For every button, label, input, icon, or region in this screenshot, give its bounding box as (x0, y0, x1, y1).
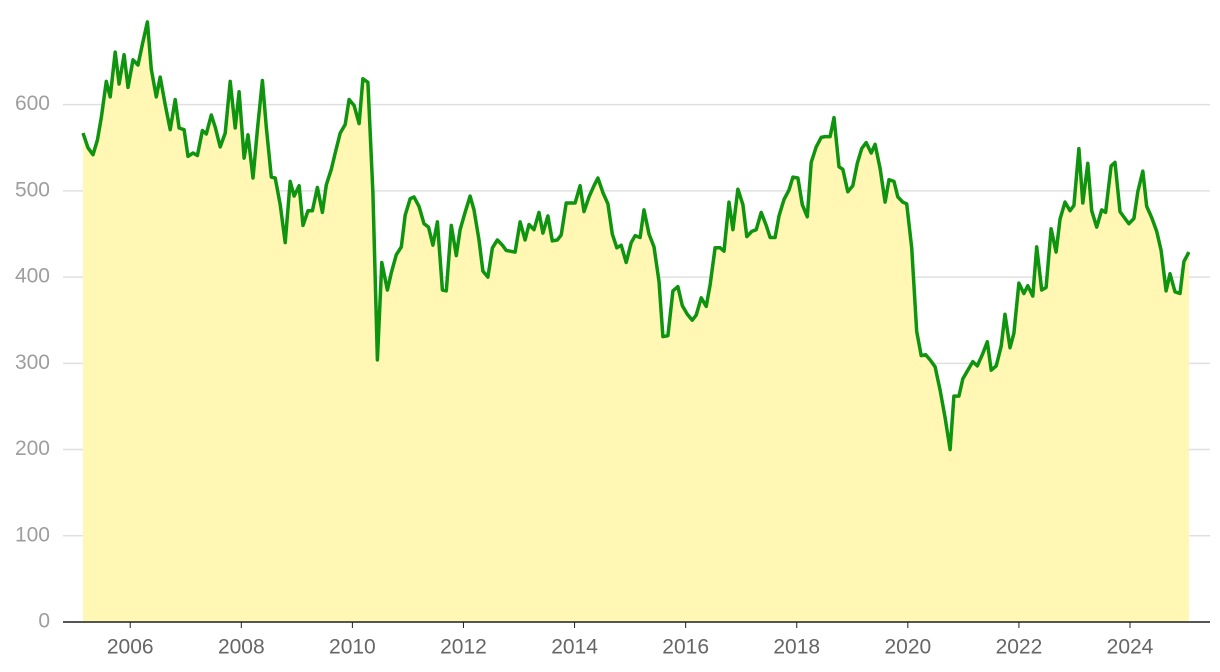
x-tick-label: 2014 (551, 636, 598, 659)
x-tick-label: 2016 (662, 636, 709, 659)
y-tick-label: 100 (15, 523, 50, 546)
y-tick-label: 600 (15, 92, 50, 115)
x-tick-label: 2024 (1107, 636, 1154, 659)
area-fill (82, 21, 1189, 622)
y-tick-label: 500 (15, 178, 50, 201)
y-tick-label: 200 (15, 437, 50, 460)
x-tick-label: 2006 (107, 636, 154, 659)
x-tick-label: 2010 (329, 636, 376, 659)
line (81, 20, 1191, 452)
x-tick-label: 2020 (884, 636, 931, 659)
x-tick-label: 2012 (440, 636, 487, 659)
y-tick-label: 400 (15, 265, 50, 288)
x-tick-label: 2008 (218, 636, 265, 659)
x-tick-label: 2022 (996, 636, 1043, 659)
y-tick-label: 300 (15, 351, 50, 374)
x-tick-label: 2018 (773, 636, 820, 659)
y-tick-label: 0 (38, 610, 50, 633)
